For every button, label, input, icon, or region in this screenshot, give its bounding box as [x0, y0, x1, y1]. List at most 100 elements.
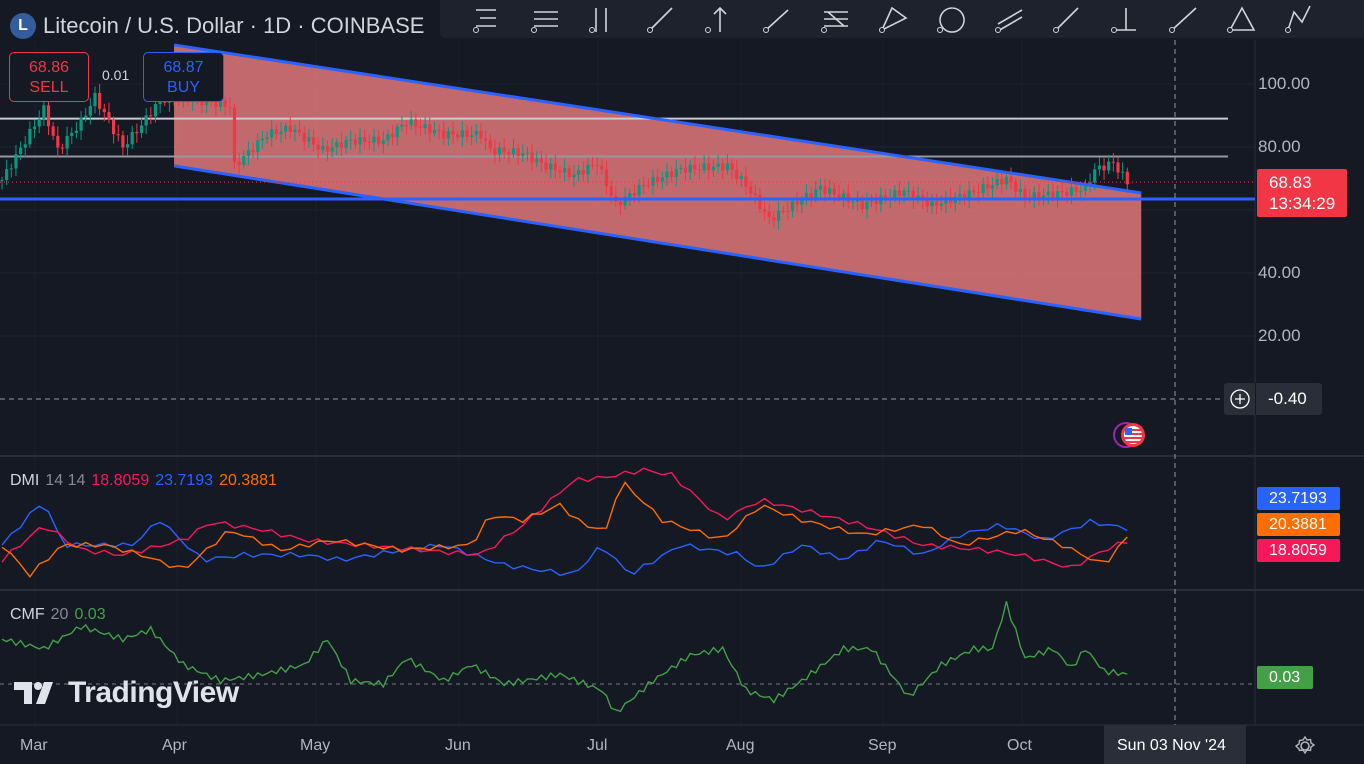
cmf-params: 20 — [50, 606, 69, 623]
candle-body — [753, 193, 757, 195]
candle-body — [251, 150, 255, 152]
dmi-legend[interactable]: DMI 14 14 18.8059 23.7193 20.3881 — [10, 472, 277, 490]
candle-body — [688, 164, 692, 173]
candle-body — [218, 100, 223, 107]
settings-gear-icon[interactable] — [1294, 735, 1316, 757]
candle-body — [353, 139, 357, 145]
candle-body — [739, 176, 743, 179]
candle-body — [674, 169, 678, 177]
candle-body — [990, 185, 995, 189]
candle-body — [242, 156, 246, 165]
candle-body — [646, 185, 650, 187]
candle-body — [237, 162, 241, 165]
dmi-line-di — [1, 467, 1128, 568]
candle-body — [144, 115, 148, 126]
sell-button[interactable]: 68.86 SELL — [9, 52, 89, 102]
triangle-icon[interactable] — [1224, 4, 1260, 34]
add-alert-plus-icon[interactable] — [1224, 383, 1256, 415]
candle-body — [628, 193, 632, 198]
circle-icon[interactable] — [934, 4, 970, 34]
brush-icon[interactable] — [760, 4, 796, 34]
candle-body — [618, 201, 623, 206]
drawing-toolbar — [440, 0, 1364, 38]
candle-body — [395, 126, 399, 138]
candle-body — [1014, 181, 1018, 192]
candle-body — [1023, 189, 1027, 199]
trend-line-icon[interactable] — [644, 4, 680, 34]
projection-icon[interactable] — [876, 4, 912, 34]
candle-body — [1111, 161, 1115, 163]
candle-body — [553, 163, 557, 171]
candle-body — [316, 144, 320, 150]
candle-body — [112, 119, 116, 135]
candle-body — [716, 163, 720, 167]
candle-body — [521, 153, 525, 156]
candle-body — [70, 132, 74, 136]
dmi-adx-value: 20.3881 — [219, 472, 277, 489]
candle-body — [511, 148, 516, 155]
parallel-channel-icon[interactable] — [992, 4, 1028, 34]
candle-body — [837, 194, 841, 199]
candle-body — [135, 131, 139, 134]
candle-body — [377, 136, 381, 145]
candle-body — [1060, 191, 1064, 193]
candle-body — [535, 158, 539, 163]
channel-lower-line — [173, 164, 1142, 321]
trend-tools-icon[interactable] — [470, 4, 506, 34]
month-tick: Apr — [162, 737, 187, 754]
price-tick: 100.00 — [1258, 74, 1310, 93]
horizontal-lines-icon[interactable] — [528, 4, 564, 34]
sell-label: SELL — [29, 79, 69, 96]
candle-body — [460, 130, 464, 138]
candle-body — [93, 92, 97, 107]
candle-body — [577, 170, 581, 175]
candle-body — [763, 209, 767, 212]
candle-body — [781, 210, 785, 212]
candle-body — [358, 136, 362, 145]
ray-icon[interactable] — [1050, 4, 1086, 34]
candle-body — [586, 164, 590, 175]
candle-body — [595, 164, 599, 166]
candle-body — [679, 167, 683, 170]
candle-body — [149, 115, 153, 117]
candle-body — [507, 152, 511, 155]
arrow-up-icon[interactable] — [702, 4, 738, 34]
fib-icon[interactable] — [818, 4, 854, 34]
symbol-title[interactable]: L Litecoin / U.S. Dollar · 1D · COINBASE — [10, 13, 424, 39]
candle-body — [223, 100, 227, 107]
candle-body — [883, 195, 888, 199]
candle-body — [214, 101, 218, 107]
candle-body — [911, 190, 915, 200]
candle-body — [1097, 165, 1101, 170]
candle-body — [981, 184, 985, 194]
cmf-tag: 0.03 — [1257, 666, 1313, 689]
watermark-text: TradingView — [68, 676, 239, 709]
candle-body — [125, 144, 130, 148]
line-icon[interactable] — [1166, 4, 1202, 34]
last-price: 68.83 — [1269, 173, 1312, 192]
candle-body — [74, 130, 78, 133]
candle-body — [381, 140, 385, 145]
candle-body — [1079, 190, 1083, 192]
candle-body — [711, 166, 716, 171]
candle-body — [828, 188, 832, 194]
month-tick: Jul — [587, 737, 608, 754]
us-flag-events-icon[interactable] — [1112, 421, 1148, 449]
candle-body — [1069, 187, 1074, 196]
candle-body — [1083, 183, 1088, 191]
buy-button[interactable]: 68.87 BUY — [143, 52, 224, 102]
candle-body — [637, 184, 641, 196]
pattern-icon[interactable] — [1282, 4, 1318, 34]
candle-body — [958, 194, 962, 197]
candle-body — [0, 180, 4, 182]
candle-body — [804, 192, 809, 201]
candle-body — [1009, 176, 1013, 182]
cmf-legend[interactable]: CMF 20 0.03 — [10, 606, 106, 624]
candle-body — [1004, 176, 1008, 185]
candle-body — [98, 92, 102, 109]
candle-body — [814, 189, 818, 198]
candle-body — [121, 135, 125, 148]
long-position-icon[interactable] — [586, 4, 622, 34]
anchor-icon[interactable] — [1108, 4, 1144, 34]
